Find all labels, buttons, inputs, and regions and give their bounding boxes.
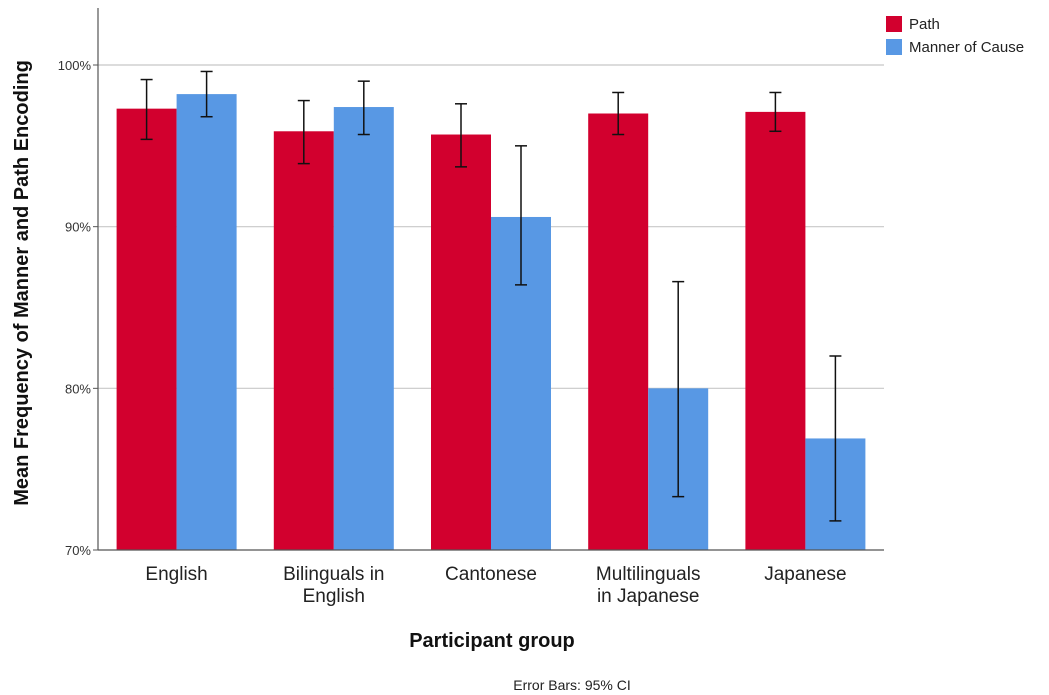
legend-label: Manner of Cause <box>909 39 1024 56</box>
category-label-line: Cantonese <box>445 564 537 585</box>
category-label: Cantonese <box>445 564 537 585</box>
category-label-line: Bilinguals in <box>283 564 384 585</box>
category-label-line: English <box>303 586 365 607</box>
y-tick-label: 100% <box>58 58 92 73</box>
bars <box>117 94 866 550</box>
category-label-line: Multilinguals <box>596 564 701 585</box>
category-label: Multilinguals in Japanese <box>596 564 701 607</box>
bar-manner-of-cause <box>334 107 394 550</box>
legend: Path Manner of Cause <box>886 16 1024 56</box>
y-axis-title: Mean Frequency of Manner and Path Encodi… <box>11 60 33 506</box>
bar-path <box>117 109 177 550</box>
category-label: English <box>145 564 207 585</box>
category-label-line: in Japanese <box>597 586 699 607</box>
category-label-line: Japanese <box>764 564 846 585</box>
bar-manner-of-cause <box>177 94 237 550</box>
x-axis-title: Participant group <box>409 630 575 652</box>
error-bars-note: Error Bars: 95% CI <box>513 677 630 693</box>
bar-path <box>745 112 805 550</box>
category-label-line: English <box>145 564 207 585</box>
bar-path <box>431 135 491 550</box>
category-label: Japanese <box>764 564 846 585</box>
bar-path <box>274 131 334 550</box>
y-tick-labels: 70% 80% 90% 100% <box>58 58 98 558</box>
bar-path <box>588 114 648 551</box>
y-tick-label: 80% <box>65 381 91 396</box>
category-label: Bilinguals in English <box>283 564 384 607</box>
legend-label: Path <box>909 16 940 33</box>
y-tick-label: 70% <box>65 543 91 558</box>
legend-swatch <box>886 16 902 32</box>
y-tick-label: 90% <box>65 220 91 235</box>
legend-swatch <box>886 39 902 55</box>
